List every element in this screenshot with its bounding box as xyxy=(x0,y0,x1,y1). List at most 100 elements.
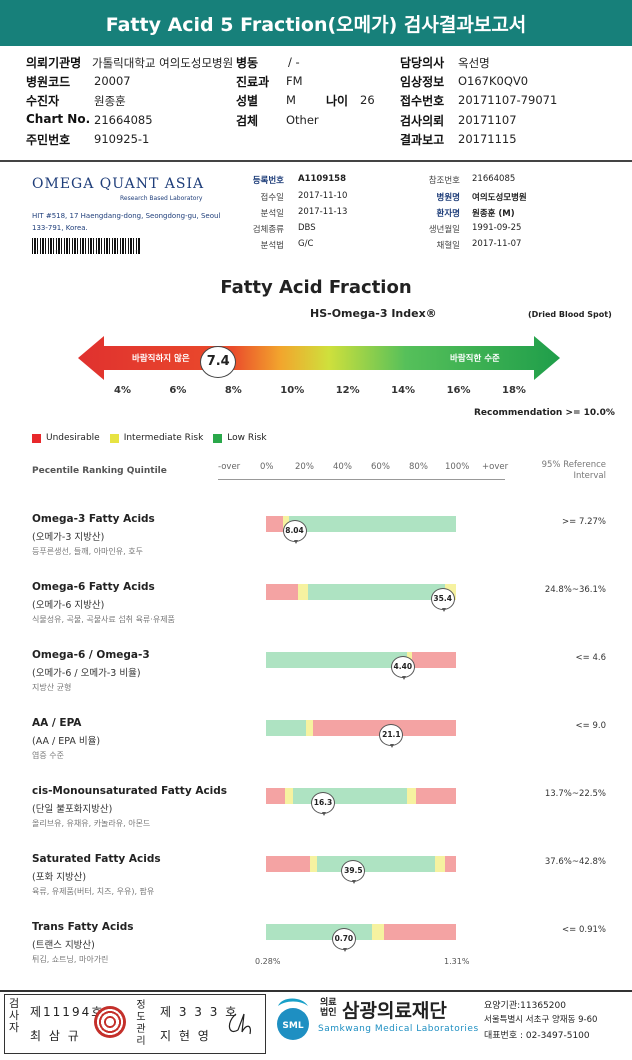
label-patient: 수진자 xyxy=(26,94,60,108)
legend-item: Intermediate Risk xyxy=(109,433,204,443)
lab-info-value: 2017-11-10 xyxy=(298,191,348,201)
percentile-tick: 80% xyxy=(409,462,428,472)
sample-type: (Dried Blood Spot) xyxy=(528,310,612,319)
legend-item: Low Risk xyxy=(213,433,267,443)
footer xyxy=(0,990,632,1060)
omega3-index-arrow: 바람직하지 않은 바람직한 수준 xyxy=(78,336,560,380)
legend-swatch xyxy=(109,433,119,443)
metric-subtitle: (오메가-3 지방산) xyxy=(32,532,105,543)
svg-text:SML: SML xyxy=(282,1021,303,1031)
range-segment xyxy=(317,856,436,872)
index-scale-tick: 8% xyxy=(224,385,242,396)
metric-subtitle: (트랜스 지방산) xyxy=(32,940,95,951)
range-segment xyxy=(266,856,310,872)
percentile-tick: 100% xyxy=(445,462,470,472)
lab-info-value: DBS xyxy=(298,223,316,233)
range-segment xyxy=(266,516,284,532)
signature-box-inspector xyxy=(4,994,266,1054)
legend-swatch xyxy=(32,433,41,443)
inspector-name: 최 삼 규 xyxy=(30,1029,81,1043)
value-department: FM xyxy=(286,74,303,88)
metric-value-marker: 16.3 xyxy=(311,792,335,816)
metric-value-marker: 0.70 xyxy=(331,928,356,952)
lab-logo-sub: Research Based Laboratory xyxy=(120,195,203,202)
label-sex: 성별 xyxy=(236,94,259,108)
org-code: 요양기관:11365200 xyxy=(484,1001,566,1011)
legend-label: Undesirable xyxy=(46,433,100,443)
label-department: 진료과 xyxy=(236,75,270,89)
sml-logo-icon: SML xyxy=(272,996,314,1044)
metric-description: 지방산 균형 xyxy=(32,683,72,692)
section-title: Fatty Acid Fraction xyxy=(220,277,412,298)
metric-subtitle: (AA / EPA 비율) xyxy=(32,736,101,747)
lab-info-key: 검체종류 xyxy=(252,225,284,235)
percentile-title: Pecentile Ranking Quintile xyxy=(32,466,167,476)
qc-license-no: 제 3 3 3 호 xyxy=(160,1005,239,1019)
index-scale-tick: 6% xyxy=(169,385,187,396)
metric-value-marker: 35.4 xyxy=(430,588,455,612)
lab-info-key: 채혈일 xyxy=(436,241,460,251)
lab-info-value: 1991-09-25 xyxy=(472,223,522,233)
value-reception-no: 20171107-79071 xyxy=(458,93,558,107)
value-hospital-code: 20007 xyxy=(94,74,131,88)
value-age: 26 xyxy=(360,93,375,107)
label-doctor: 담당의사 xyxy=(400,56,445,70)
metric-value-marker: 8.04 xyxy=(282,520,307,544)
index-scale-tick: 10% xyxy=(280,385,305,396)
metric-name: Trans Fatty Acids xyxy=(32,921,134,933)
report-title: Fatty Acid 5 Fraction(오메가) 검사결과보고서 xyxy=(0,0,632,46)
value-report-date: 20171115 xyxy=(458,132,517,146)
percentile-tick: +over xyxy=(482,462,509,472)
lab-info-value: 여의도성모병원 xyxy=(472,193,527,203)
omega3-index-title: HS-Omega-3 Index® xyxy=(310,307,437,320)
metric-subtitle: (오메가-6 / 오메가-3 비율) xyxy=(32,668,141,679)
lab-info-value: G/C xyxy=(298,239,314,249)
trans-scale-min: 0.28% xyxy=(255,957,281,966)
metric-range-bar xyxy=(266,924,456,940)
index-scale-tick: 16% xyxy=(446,385,471,396)
range-segment xyxy=(383,924,456,940)
metric-description: 튀김, 쇼트닝, 마아가린 xyxy=(32,955,109,964)
seal-stamp xyxy=(94,1006,126,1038)
lab-info-key: 분석법 xyxy=(260,241,284,251)
metric-name: cis-Monounsaturated Fatty Acids xyxy=(32,785,228,797)
percentile-tick: 60% xyxy=(371,462,390,472)
lab-info-key: 생년월일 xyxy=(428,225,460,235)
legend-label: Intermediate Risk xyxy=(123,433,204,443)
percentile-tick: 20% xyxy=(295,462,314,472)
range-segment xyxy=(292,788,407,804)
label-age: 나이 xyxy=(326,94,349,108)
recommendation: Recommendation >= 10.0% xyxy=(474,408,615,418)
metric-range-bar xyxy=(266,720,456,736)
range-segment xyxy=(307,584,445,600)
percentile-tick: -over xyxy=(218,462,241,472)
org-prefix: 의료법인 xyxy=(320,998,337,1018)
metric-reference: <= 4.6 xyxy=(575,653,606,663)
label-ward: 병동 xyxy=(236,56,259,70)
range-segment xyxy=(266,652,407,668)
value-sex: M xyxy=(286,93,296,107)
label-institution: 의뢰기관명 xyxy=(26,56,82,70)
metric-description: 등푸른생선, 들깨, 아마인유, 호두 xyxy=(32,547,143,556)
range-segment xyxy=(372,924,384,940)
index-scale-tick: 14% xyxy=(391,385,416,396)
qc-name: 지 현 영 xyxy=(160,1029,211,1043)
range-segment xyxy=(266,924,373,940)
range-segment xyxy=(298,584,308,600)
lab-info-key: 환자명 xyxy=(436,209,460,219)
reference-interval-title: 95% Reference Interval xyxy=(541,460,606,481)
legend-item: Undesirable xyxy=(32,433,100,443)
range-segment xyxy=(285,788,293,804)
legend-label: Low Risk xyxy=(227,433,267,443)
inspector-vertical-label: 검사자 xyxy=(8,997,20,1034)
metric-reference: 37.6%~42.8% xyxy=(544,857,606,867)
metric-value-marker: 4.40 xyxy=(390,656,415,680)
lab-logo: OMEGA QUANT ASIA xyxy=(32,176,205,192)
metric-value-marker: 21.1 xyxy=(379,724,404,748)
range-segment xyxy=(266,788,285,804)
label-request-date: 검사의뢰 xyxy=(400,114,445,128)
value-institution: 가톨릭대학교 여의도성모병원 xyxy=(92,56,234,70)
org-phone: 대표번호 : 02-3497-5100 xyxy=(484,1031,590,1041)
range-segment xyxy=(444,856,456,872)
label-clinical-info: 임상정보 xyxy=(400,75,445,89)
